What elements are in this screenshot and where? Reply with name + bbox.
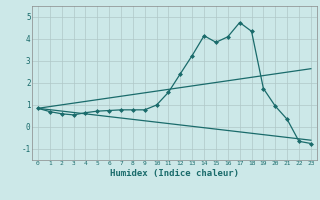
X-axis label: Humidex (Indice chaleur): Humidex (Indice chaleur) [110, 169, 239, 178]
